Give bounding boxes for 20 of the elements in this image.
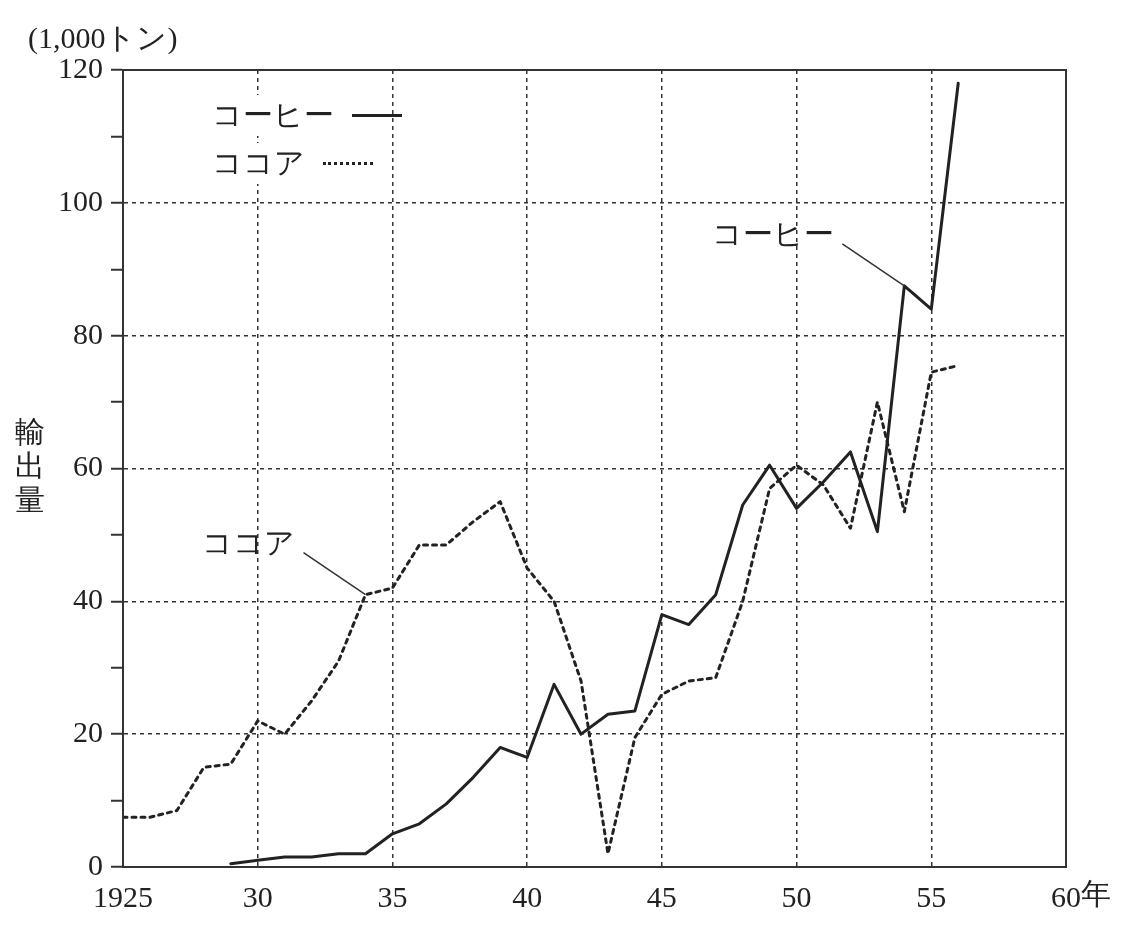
legend-label: コーヒー	[208, 94, 338, 136]
x-tick-label: 35	[377, 879, 408, 913]
x-axis-title: 年	[1081, 876, 1111, 910]
y-tick-label: 40	[73, 582, 103, 616]
y-tick-label: 80	[73, 316, 103, 350]
x-tick-label: 1925	[93, 879, 153, 913]
x-tick-label: 30	[242, 879, 273, 913]
y-axis-title: 輸出量	[15, 415, 45, 517]
x-tick-label: 50	[781, 879, 812, 913]
annotation: ココア	[202, 525, 296, 559]
x-tick-label: 60	[1051, 879, 1081, 913]
x-tick-label: 45	[646, 879, 677, 913]
y-tick-label: 100	[58, 183, 103, 217]
y-tick-label: 20	[73, 715, 103, 749]
x-tick-label: 55	[916, 879, 947, 913]
y-tick-label: 0	[88, 847, 103, 881]
y-tick-label: 60	[73, 449, 103, 483]
annotation: コーヒー	[712, 216, 835, 250]
legend-label: ココア	[208, 142, 309, 184]
x-tick-label: 40	[512, 879, 543, 913]
